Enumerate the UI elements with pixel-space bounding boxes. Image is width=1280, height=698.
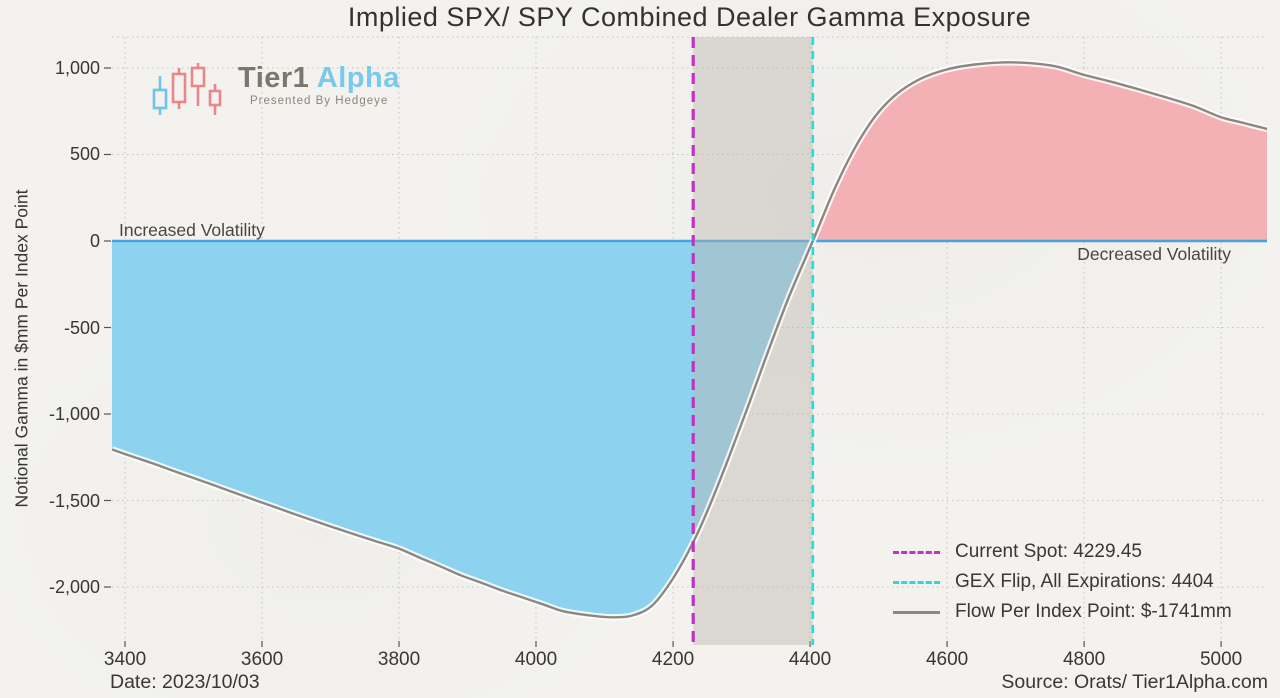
increased-volatility-label: Increased Volatility — [119, 220, 265, 240]
y-tick-label: 500 — [69, 144, 100, 165]
legend-item: GEX Flip, All Expirations: 4404 — [893, 567, 1232, 597]
y-tick-label: -1,000 — [48, 404, 100, 424]
candlestick-icon — [152, 63, 222, 115]
y-tick-label: 0 — [89, 230, 100, 251]
legend-item: Current Spot: 4229.45 — [893, 537, 1232, 567]
source-label: Source: Orats/ Tier1Alpha.com — [1001, 671, 1268, 693]
x-tick-label: 3600 — [240, 649, 284, 670]
x-tick-label: 4400 — [788, 649, 832, 670]
legend-swatch — [893, 550, 940, 554]
date-label: Date: 2023/10/03 — [110, 671, 260, 693]
y-tick-label: -500 — [63, 317, 100, 338]
x-tick-label: 4800 — [1062, 649, 1106, 670]
x-tick-label: 3800 — [377, 649, 421, 670]
logo-brand-tier1: Tier1 — [238, 62, 310, 94]
logo-brand-alpha: Alpha — [309, 62, 400, 94]
legend-label: GEX Flip, All Expirations: 4404 — [955, 571, 1214, 592]
legend-swatch — [893, 580, 940, 584]
flow-curve — [111, 61, 1268, 619]
legend-item: Flow Per Index Point: $-1741mm — [893, 597, 1232, 627]
x-tick-label: 4000 — [514, 649, 558, 670]
negative-gamma-area — [112, 241, 813, 618]
x-tick-label: 5000 — [1199, 649, 1243, 670]
logo-wordmark: Tier1 Alpha Presented By Hedgeye — [238, 62, 400, 107]
legend-label: Current Spot: 4229.45 — [955, 541, 1142, 562]
chart-title: Implied SPX/ SPY Combined Dealer Gamma E… — [347, 2, 1032, 32]
y-tick-label: -1,500 — [48, 490, 100, 511]
x-tick-label: 3400 — [103, 649, 147, 670]
legend-label: Flow Per Index Point: $-1741mm — [955, 601, 1232, 622]
y-tick-label: -2,000 — [48, 577, 100, 598]
spot-to-flip-band — [693, 37, 813, 645]
legend-swatch — [893, 610, 940, 614]
decreased-volatility-label: Decreased Volatility — [1077, 244, 1231, 264]
x-tick-label: 4200 — [651, 649, 695, 670]
legend: Current Spot: 4229.45 GEX Flip, All Expir… — [893, 537, 1232, 627]
positive-gamma-area — [812, 62, 1267, 242]
tier1-alpha-logo: Tier1 Alpha Presented By Hedgeye — [148, 62, 400, 120]
x-tick-label: 4600 — [925, 649, 969, 670]
axis-ticks — [104, 67, 1222, 647]
y-tick-label: 1,000 — [54, 57, 100, 78]
logo-tagline: Presented By Hedgeye — [250, 95, 389, 107]
